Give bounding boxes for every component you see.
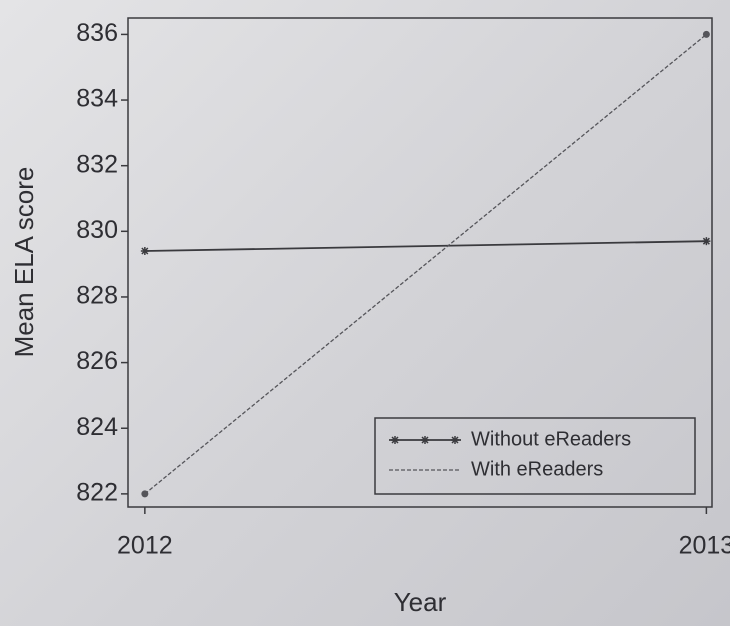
marker-stroke — [141, 247, 149, 255]
legend-box — [374, 417, 696, 495]
y-tick-label: 824 — [76, 413, 118, 441]
marker — [421, 436, 429, 444]
marker-stroke — [702, 237, 710, 245]
y-tick-label: 822 — [76, 478, 118, 506]
marker-stroke — [451, 436, 459, 444]
x-tick-label: 2013 — [679, 532, 730, 560]
legend: Without eReaders With eReaders — [374, 417, 696, 495]
y-tick-label: 830 — [76, 216, 118, 244]
legend-label: Without eReaders — [471, 428, 631, 450]
marker — [140, 247, 149, 256]
y-axis-label: Mean ELA score — [9, 167, 39, 358]
marker — [391, 436, 399, 444]
y-tick-label: 828 — [76, 282, 118, 310]
plot-frame — [127, 17, 713, 508]
marker — [702, 30, 710, 38]
marker-stroke — [421, 436, 429, 444]
series-line — [144, 240, 707, 252]
y-tick-label: 836 — [76, 19, 118, 47]
marker — [451, 436, 459, 444]
x-axis-label: Year — [394, 587, 447, 617]
series-line — [144, 33, 707, 495]
marker — [702, 237, 711, 246]
marker — [141, 490, 149, 498]
marker-stroke — [391, 436, 399, 444]
y-tick-label: 834 — [76, 85, 118, 113]
legend-label: With eReaders — [471, 458, 603, 480]
x-tick-label: 2012 — [117, 532, 173, 560]
y-tick-label: 832 — [76, 150, 118, 178]
y-tick-label: 826 — [76, 347, 118, 375]
